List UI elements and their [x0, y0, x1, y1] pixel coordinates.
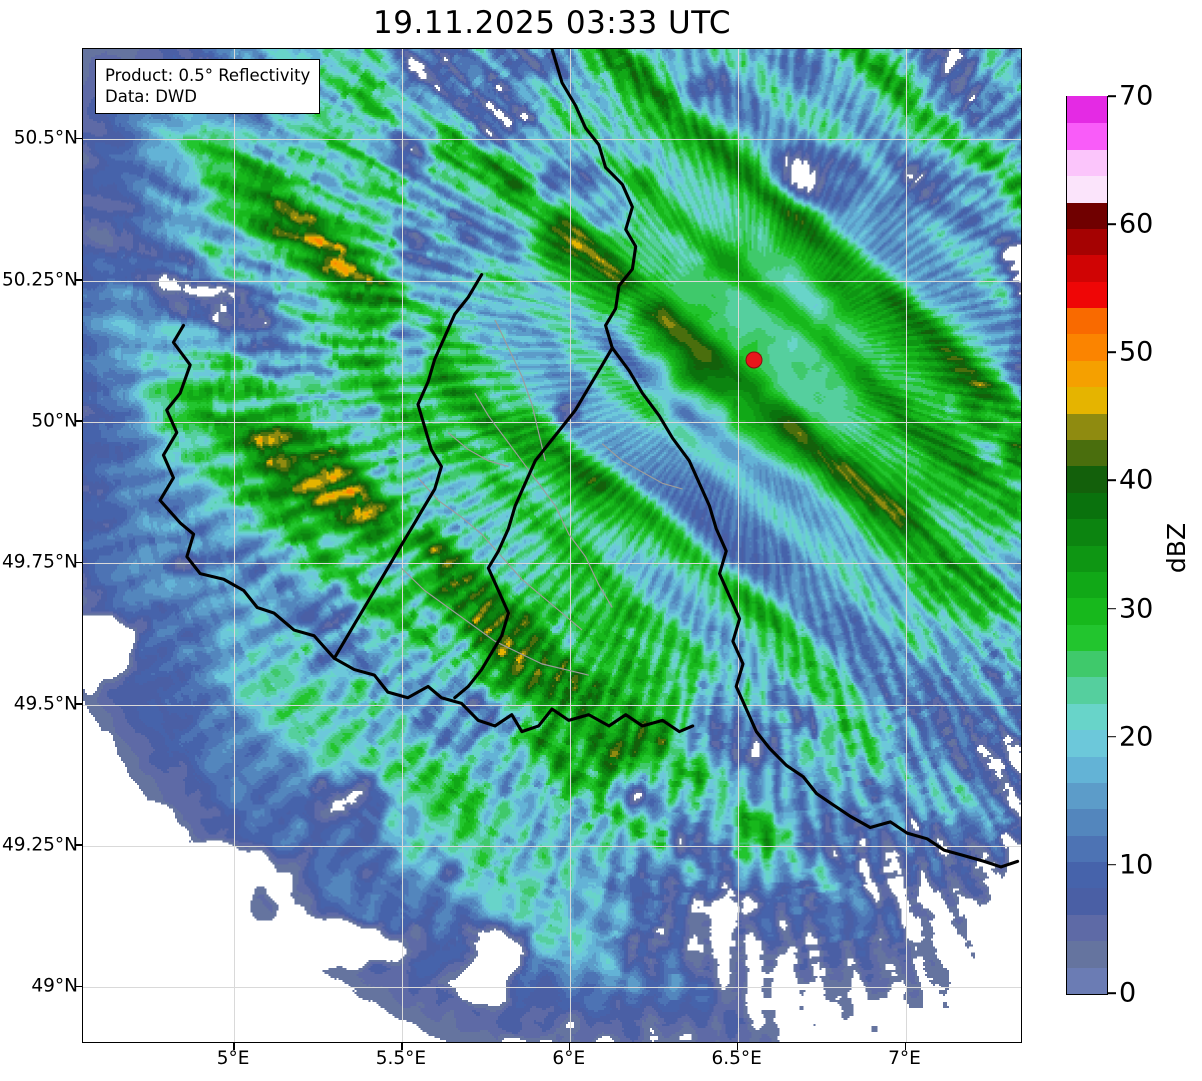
y-axis-tick	[75, 844, 82, 846]
x-axis-tick	[233, 1043, 235, 1050]
colorbar-tick-label-5: 50	[1119, 336, 1154, 368]
colorbar-band-16	[1067, 544, 1107, 572]
colorbar-tick	[1108, 351, 1116, 354]
colorbar-band-18	[1067, 491, 1107, 520]
colorbar-band-0	[1067, 966, 1107, 994]
colorbar-band-6	[1067, 808, 1107, 836]
colorbar-band-28	[1067, 228, 1107, 256]
y-axis-label-6: 49°N	[31, 975, 78, 997]
colorbar-band-19	[1067, 465, 1107, 493]
info-data-line: Data: DWD	[105, 87, 197, 106]
radar-reflectivity-layer	[83, 49, 1021, 1042]
colorbar-band-4	[1067, 861, 1107, 889]
colorbar-band-12	[1067, 650, 1107, 678]
colorbar-tick	[1108, 992, 1116, 994]
colorbar-band-30	[1067, 175, 1107, 203]
x-axis-tick	[904, 1043, 907, 1050]
colorbar-tick	[1108, 479, 1116, 482]
y-axis-tick	[75, 985, 82, 988]
colorbar-band-31	[1067, 148, 1107, 177]
colorbar-band-10	[1067, 703, 1107, 731]
colorbar-tick-label-4: 40	[1119, 464, 1154, 496]
y-axis-tick	[75, 137, 82, 140]
colorbar-band-5	[1067, 834, 1107, 863]
radar-plot-area[interactable]: Product: 0.5° Reflectivity Data: DWD	[82, 48, 1022, 1043]
x-axis-label-1: 5.5°E	[375, 1048, 427, 1069]
colorbar-band-25	[1067, 307, 1107, 335]
x-axis-tick	[400, 1043, 403, 1050]
colorbar-tick-label-0: 0	[1119, 977, 1137, 1009]
y-axis-label-1: 50.25°N	[1, 269, 78, 291]
colorbar-band-7	[1067, 782, 1107, 810]
x-axis-tick	[568, 1043, 571, 1050]
y-axis-label-3: 49.75°N	[1, 551, 78, 573]
y-axis-tick	[75, 561, 82, 564]
x-axis-tick	[736, 1043, 739, 1050]
page-title: 19.11.2025 03:33 UTC	[373, 5, 731, 41]
colorbar-band-1	[1067, 940, 1107, 968]
colorbar-tick-label-2: 20	[1119, 721, 1154, 753]
colorbar-tick	[1108, 95, 1116, 97]
colorbar-band-9	[1067, 729, 1107, 757]
colorbar-band-15	[1067, 571, 1107, 599]
y-axis-tick	[75, 420, 82, 422]
colorbar-tick	[1108, 735, 1116, 738]
x-axis-label-2: 6°E	[552, 1048, 586, 1069]
colorbar-band-21	[1067, 412, 1107, 440]
info-product-line: Product: 0.5° Reflectivity	[105, 66, 311, 85]
y-axis-label-5: 49.25°N	[1, 834, 78, 856]
y-axis-tick	[75, 278, 82, 281]
colorbar-band-14	[1067, 597, 1107, 625]
colorbar-tick	[1108, 864, 1116, 866]
y-axis-label-0: 50.5°N	[13, 127, 78, 149]
product-info-box: Product: 0.5° Reflectivity Data: DWD	[95, 59, 321, 114]
y-axis-tick	[75, 702, 82, 705]
colorbar-tick	[1108, 223, 1116, 225]
colorbar-tick-label-6: 60	[1119, 208, 1154, 240]
colorbar-band-26	[1067, 280, 1107, 309]
colorbar-band-17	[1067, 518, 1107, 546]
x-axis-label-0: 5°E	[216, 1048, 250, 1069]
radar-site-marker[interactable]	[745, 351, 763, 369]
colorbar-band-24	[1067, 333, 1107, 361]
colorbar-band-8	[1067, 755, 1107, 783]
x-axis-label-4: 7°E	[888, 1048, 921, 1069]
y-axis-label-4: 49.5°N	[13, 693, 78, 715]
colorbar-band-32	[1067, 122, 1107, 150]
colorbar-band-27	[1067, 254, 1107, 282]
colorbar-tick-label-7: 70	[1119, 80, 1154, 112]
colorbar-band-13	[1067, 623, 1107, 652]
colorbar-title: dBZ	[1162, 522, 1191, 574]
colorbar-band-29	[1067, 201, 1107, 229]
colorbar-band-23	[1067, 360, 1107, 388]
colorbar-band-2	[1067, 914, 1107, 942]
y-axis-label-2: 50°N	[31, 410, 78, 432]
x-axis-label-3: 6.5°E	[711, 1048, 762, 1069]
colorbar	[1066, 96, 1108, 995]
colorbar-band-20	[1067, 439, 1107, 467]
colorbar-tick-label-1: 10	[1119, 849, 1154, 881]
colorbar-band-33	[1067, 96, 1107, 124]
colorbar-band-3	[1067, 887, 1107, 915]
colorbar-band-22	[1067, 386, 1107, 414]
colorbar-tick-label-3: 30	[1119, 593, 1154, 625]
colorbar-band-11	[1067, 676, 1107, 704]
colorbar-tick	[1108, 607, 1116, 610]
